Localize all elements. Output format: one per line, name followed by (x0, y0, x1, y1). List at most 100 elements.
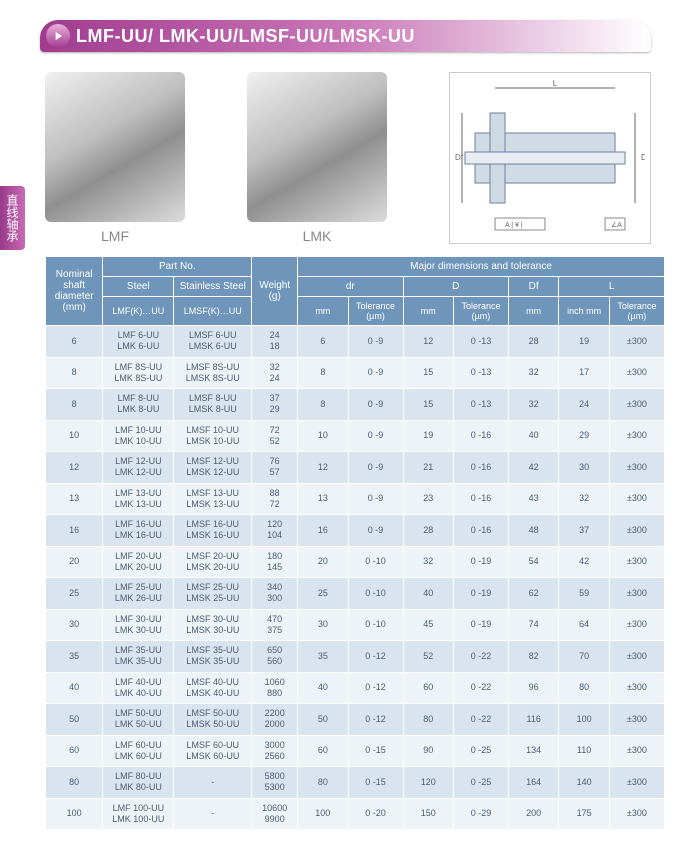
cell-dr: 13 (298, 483, 348, 515)
cell-wt: 180145 (252, 546, 298, 578)
cell-drt: 0 -10 (348, 546, 403, 578)
cell-dia: 50 (46, 704, 103, 736)
th-steel: Steel (103, 277, 174, 297)
cell-drt: 0 -9 (348, 483, 403, 515)
table-body: 6LMF 6-UULMK 6-UULMSF 6-UULMSK 6-UU24186… (46, 326, 665, 830)
cell-ss: - (174, 767, 252, 799)
cell-df: 74 (508, 609, 558, 641)
lmf-image: LMF (45, 72, 185, 244)
th-ss-sub: LMSF(K)…UU (174, 297, 252, 326)
cell-df: 28 (508, 326, 558, 358)
cell-steel: LMF 13-UULMK 13-UU (103, 483, 174, 515)
cell-dr: 6 (298, 326, 348, 358)
cell-dr: 35 (298, 641, 348, 673)
cell-li: 29 (559, 420, 609, 452)
cell-dt: 0 -16 (453, 452, 508, 484)
cell-wt: 3224 (252, 357, 298, 389)
cell-dt: 0 -25 (453, 767, 508, 799)
cell-dt: 0 -13 (453, 389, 508, 421)
cell-dt: 0 -19 (453, 609, 508, 641)
cell-wt: 7252 (252, 420, 298, 452)
th-Df: Df (508, 277, 558, 297)
cell-d: 150 (403, 798, 453, 830)
cell-drt: 0 -15 (348, 767, 403, 799)
table-row: 40LMF 40-UULMK 40-UULMSF 40-UULMSK 40-UU… (46, 672, 665, 704)
cell-lt: ±300 (609, 389, 664, 421)
cell-wt: 8872 (252, 483, 298, 515)
table-row: 60LMF 60-UULMK 60-UULMSF 60-UULMSK 60-UU… (46, 735, 665, 767)
cell-lt: ±300 (609, 326, 664, 358)
cell-drt: 0 -20 (348, 798, 403, 830)
cell-dia: 80 (46, 767, 103, 799)
cell-steel: LMF 12-UULMK 12-UU (103, 452, 174, 484)
svg-text:Df: Df (455, 153, 464, 162)
cell-li: 140 (559, 767, 609, 799)
cell-dr: 40 (298, 672, 348, 704)
cell-dt: 0 -19 (453, 578, 508, 610)
table-row: 100LMF 100-UULMK 100-UU-1060099001000 -2… (46, 798, 665, 830)
cell-steel: LMF 8-UULMK 8-UU (103, 389, 174, 421)
cell-steel: LMF 35-UULMK 35-UU (103, 641, 174, 673)
cell-lt: ±300 (609, 546, 664, 578)
cell-df: 32 (508, 357, 558, 389)
side-tab: 直线轴承 (0, 186, 25, 250)
svg-text:A | ¥ |: A | ¥ | (505, 222, 523, 229)
cell-dr: 100 (298, 798, 348, 830)
cell-li: 110 (559, 735, 609, 767)
table-row: 35LMF 35-UULMK 35-UULMSF 35-UULMSK 35-UU… (46, 641, 665, 673)
cell-dr: 8 (298, 389, 348, 421)
cell-lt: ±300 (609, 357, 664, 389)
cell-steel: LMF 30-UULMK 30-UU (103, 609, 174, 641)
cell-li: 37 (559, 515, 609, 547)
th-ss: Stainless Steel (174, 277, 252, 297)
cell-dr: 16 (298, 515, 348, 547)
cell-drt: 0 -9 (348, 452, 403, 484)
cell-df: 82 (508, 641, 558, 673)
cell-drt: 0 -15 (348, 735, 403, 767)
cell-d: 12 (403, 326, 453, 358)
cell-dt: 0 -22 (453, 672, 508, 704)
cell-wt: 470375 (252, 609, 298, 641)
cell-dt: 0 -22 (453, 641, 508, 673)
cell-wt: 340300 (252, 578, 298, 610)
cell-dia: 20 (46, 546, 103, 578)
th-d-tol: Tolerance (µm) (453, 297, 508, 326)
cell-dt: 0 -16 (453, 483, 508, 515)
cell-d: 40 (403, 578, 453, 610)
cell-dt: 0 -13 (453, 357, 508, 389)
cell-lt: ±300 (609, 704, 664, 736)
cell-ss: LMSF 30-UULMSK 30-UU (174, 609, 252, 641)
cell-steel: LMF 50-UULMK 50-UU (103, 704, 174, 736)
cell-lt: ±300 (609, 798, 664, 830)
th-l-inch: inch mm (559, 297, 609, 326)
cell-drt: 0 -12 (348, 672, 403, 704)
cell-lt: ±300 (609, 735, 664, 767)
cell-dr: 10 (298, 420, 348, 452)
lmk-image: LMK (247, 72, 387, 244)
cell-li: 70 (559, 641, 609, 673)
cell-df: 43 (508, 483, 558, 515)
cell-d: 15 (403, 357, 453, 389)
cell-li: 19 (559, 326, 609, 358)
table-row: 50LMF 50-UULMK 50-UULMSF 50-UULMSK 50-UU… (46, 704, 665, 736)
cell-dia: 35 (46, 641, 103, 673)
image-row: LMF LMK L D Df A | ¥ | ∠A (45, 72, 651, 244)
cell-dia: 40 (46, 672, 103, 704)
page-title: LMF-UU/ LMK-UU/LMSF-UU/LMSK-UU (76, 26, 415, 47)
cell-df: 40 (508, 420, 558, 452)
cell-li: 17 (559, 357, 609, 389)
svg-text:L: L (553, 79, 558, 88)
cell-li: 100 (559, 704, 609, 736)
table-head: Nominal shaft diameter (mm) Part No. Wei… (46, 257, 665, 326)
cell-drt: 0 -10 (348, 609, 403, 641)
cell-lt: ±300 (609, 515, 664, 547)
cell-dr: 20 (298, 546, 348, 578)
cell-ss: LMSF 8S-UULMSK 8S-UU (174, 357, 252, 389)
table-row: 25LMF 25-UULMK 26-UULMSF 25-UULMSK 25-UU… (46, 578, 665, 610)
cell-dia: 6 (46, 326, 103, 358)
cell-d: 60 (403, 672, 453, 704)
table-row: 10LMF 10-UULMK 10-UULMSF 10-UULMSK 10-UU… (46, 420, 665, 452)
play-icon (46, 24, 70, 48)
cell-li: 24 (559, 389, 609, 421)
cell-wt: 22002000 (252, 704, 298, 736)
